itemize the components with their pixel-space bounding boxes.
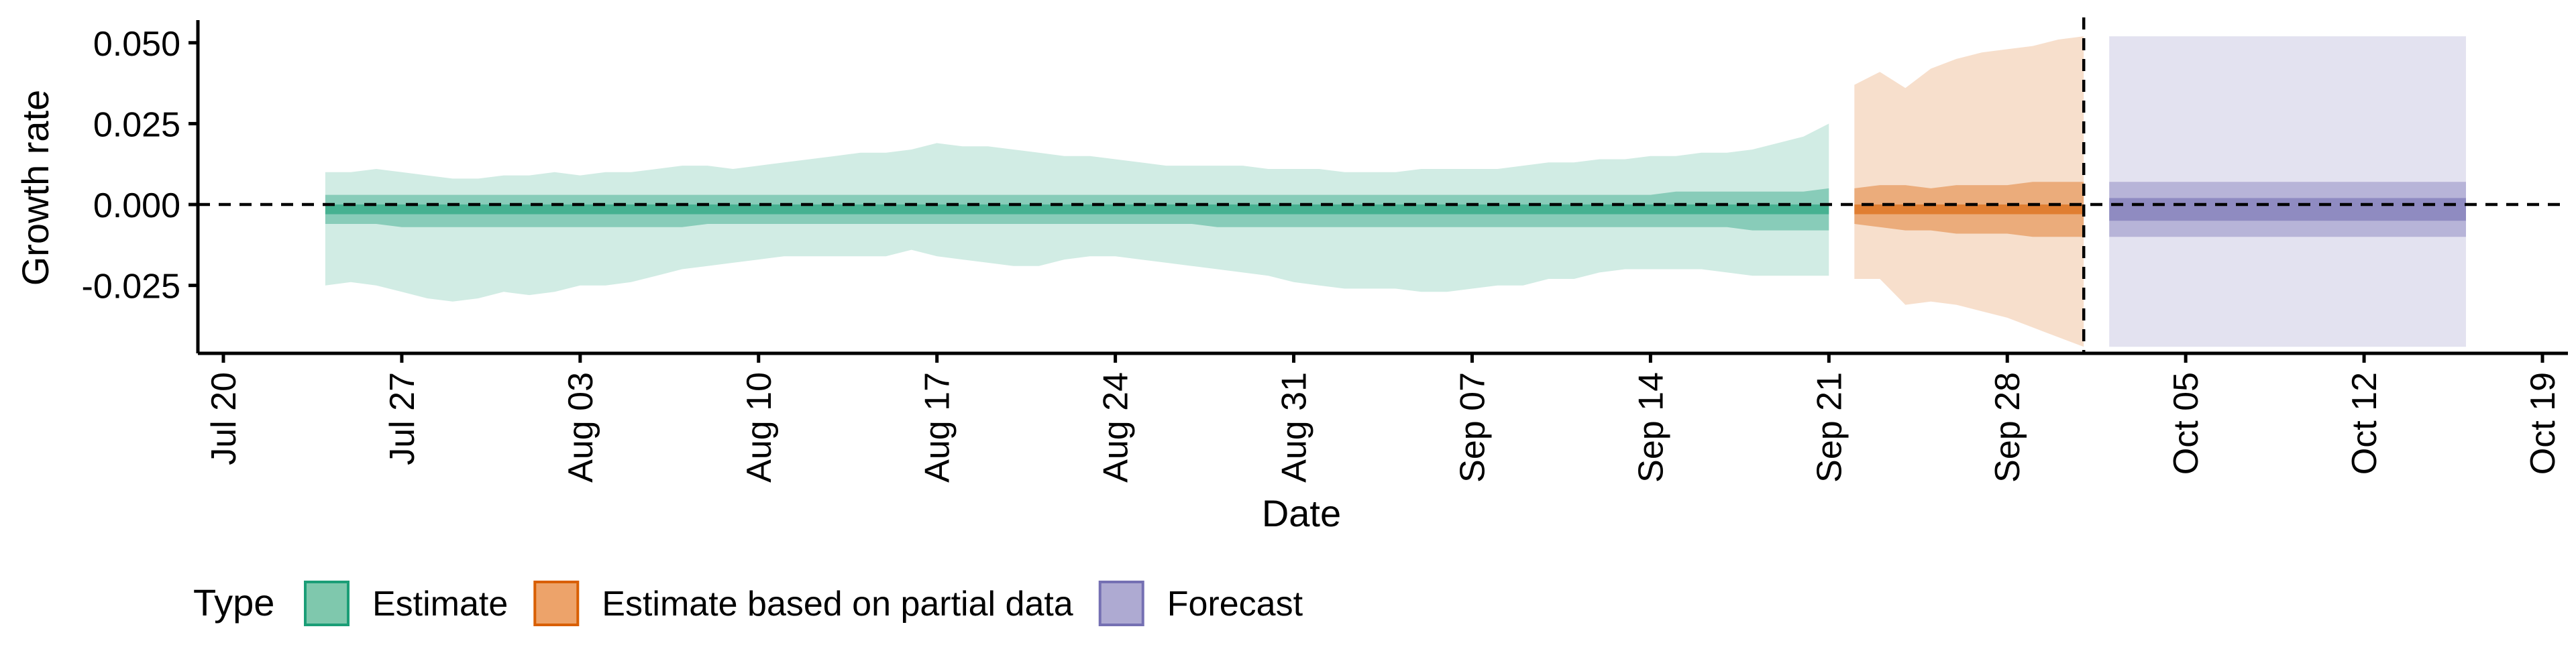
legend-swatch: [304, 581, 350, 626]
legend-item-forecast: Forecast: [1098, 581, 1303, 626]
y-axis-ticks: -0.025 0.000 0.025 0.050: [82, 25, 198, 306]
x-tick-label: Oct 19: [2524, 372, 2563, 475]
series-estimate: [325, 123, 1829, 302]
y-axis-title: Growth rate: [14, 90, 56, 286]
x-axis-title: Date: [1262, 492, 1341, 534]
x-tick-label: Aug 17: [918, 372, 957, 483]
legend-label: Estimate based on partial data: [602, 585, 1073, 624]
x-tick-label: Oct 12: [2345, 372, 2384, 475]
x-axis-ticks: Jul 20 Jul 27 Aug 03 Aug 10 Aug 17 Aug 24 Aug …: [205, 353, 2563, 483]
uncertainty-bands: [325, 36, 2466, 347]
x-tick-label: Aug 31: [1275, 372, 1314, 483]
legend-item-estimate: Estimate: [304, 581, 508, 626]
x-tick-label: Jul 20: [205, 372, 244, 465]
legend-title: Type: [193, 581, 274, 624]
band-estimate-based-on-partial-data-20: [1854, 204, 2084, 215]
series-estimate-based-on-partial-data: [1854, 36, 2084, 347]
y-tick-label: 0.050: [93, 25, 180, 64]
band-estimate-based-on-partial-data-90: [1854, 36, 2084, 347]
x-tick-label: Aug 03: [561, 372, 600, 483]
x-tick-label: Sep 21: [1810, 372, 1849, 483]
x-tick-label: Jul 27: [383, 372, 422, 465]
band-forecast-20: [2109, 198, 2466, 221]
legend-item-estimate-based-on-partial-data: Estimate based on partial data: [533, 581, 1073, 626]
x-tick-label: Sep 14: [1631, 372, 1670, 483]
x-tick-label: Aug 10: [740, 372, 779, 483]
legend-swatch: [533, 581, 580, 626]
band-forecast-90: [2109, 36, 2466, 347]
y-tick-label: 0.025: [93, 105, 180, 144]
x-tick-label: Oct 05: [2167, 372, 2206, 475]
y-tick-label: 0.000: [93, 186, 180, 225]
series-forecast: [2109, 36, 2466, 347]
y-tick-label: -0.025: [82, 268, 180, 306]
legend: Type Estimate Estimate based on partial d…: [193, 581, 1303, 626]
reference-lines: [198, 17, 2568, 353]
x-tick-label: Sep 07: [1454, 372, 1493, 483]
band-estimate-20: [325, 204, 1829, 215]
x-tick-label: Aug 24: [1097, 372, 1136, 483]
legend-label: Forecast: [1167, 585, 1303, 624]
x-tick-label: Sep 28: [1988, 372, 2027, 483]
axes: [196, 20, 2568, 355]
legend-label: Estimate: [372, 585, 508, 624]
legend-swatch: [1098, 581, 1144, 626]
